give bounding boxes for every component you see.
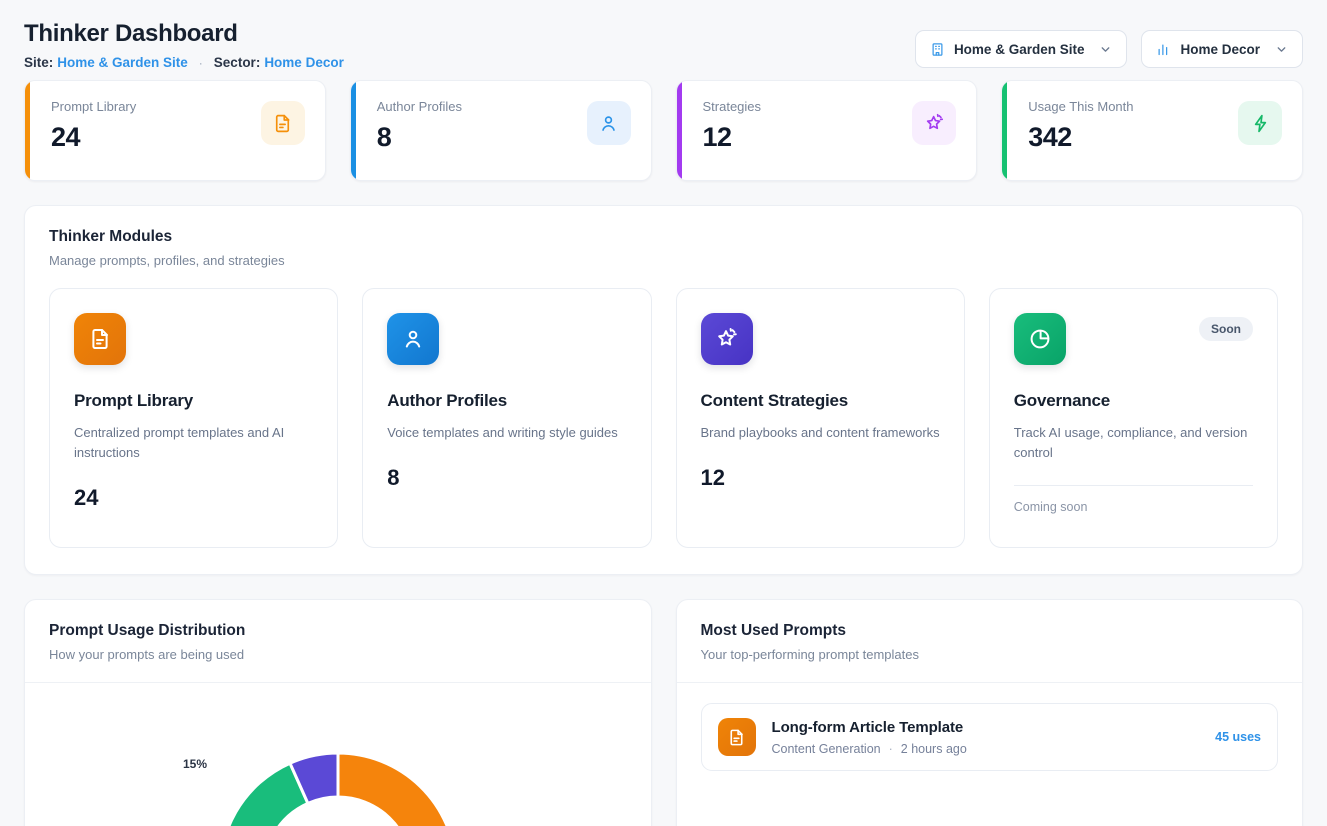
site-selector-label: Home & Garden Site xyxy=(953,41,1085,57)
stat-accent-bar xyxy=(25,81,30,180)
breadcrumb-sector-link[interactable]: Home Decor xyxy=(264,55,344,70)
module-title: Governance xyxy=(1013,391,1111,410)
page-header: Thinker Dashboard Site: Home & Garden Si… xyxy=(24,16,1303,70)
module-title: Author Profiles xyxy=(387,391,508,410)
module-card[interactable]: Prompt Library Centralized prompt templat… xyxy=(49,288,339,548)
prompts-list: Long-form Article Template Content Genera… xyxy=(700,703,1278,771)
stat-label: Strategies xyxy=(702,99,762,114)
module-soon-badge: Soon xyxy=(1199,317,1253,341)
module-description: Track AI usage, compliance, and version … xyxy=(1013,425,1248,461)
module-card[interactable]: Soon Governance Track AI usage, compliance… xyxy=(988,288,1278,548)
sparkle-star-icon xyxy=(912,101,957,145)
prompt-item-uses: 45 uses xyxy=(1215,730,1261,744)
stat-card[interactable]: Strategies 12 xyxy=(675,80,978,181)
prompt-item-main: Long-form Article Template Content Genera… xyxy=(772,719,1200,756)
prompt-meta-separator: · xyxy=(888,741,893,756)
stat-value: 12 xyxy=(702,122,733,152)
stat-text: Author Profiles 8 xyxy=(377,99,462,153)
module-description: Voice templates and writing style guides xyxy=(387,425,618,440)
header-left: Thinker Dashboard Site: Home & Garden Si… xyxy=(24,16,344,70)
module-title: Prompt Library xyxy=(74,391,194,410)
usage-panel-header: Prompt Usage Distribution How your promp… xyxy=(25,600,651,682)
usage-panel-title: Prompt Usage Distribution xyxy=(49,622,246,639)
document-icon xyxy=(717,718,756,756)
stat-card[interactable]: Author Profiles 8 xyxy=(349,80,652,181)
stat-accent-bar xyxy=(676,81,682,180)
stats-row: Prompt Library 24 Author Profiles 8 Strategi… xyxy=(24,80,1303,181)
pie-chart-icon xyxy=(1013,313,1066,365)
module-divider xyxy=(1013,485,1253,487)
chevron-down-icon xyxy=(1099,43,1112,56)
building-icon xyxy=(930,42,945,57)
stat-value: 8 xyxy=(376,122,392,152)
page-title: Thinker Dashboard xyxy=(24,20,238,47)
sector-selector[interactable]: Home Decor xyxy=(1141,30,1303,68)
site-selector[interactable]: Home & Garden Site xyxy=(914,30,1128,68)
sector-selector-label: Home Decor xyxy=(1180,41,1260,57)
stat-text: Usage This Month 342 xyxy=(1028,99,1133,153)
module-footer-text: Coming soon xyxy=(1013,500,1088,515)
module-count: 8 xyxy=(387,465,400,491)
prompts-panel-title: Most Used Prompts xyxy=(700,622,847,639)
module-card[interactable]: Content Strategies Brand playbooks and co… xyxy=(675,288,965,548)
stat-text: Prompt Library 24 xyxy=(51,99,136,153)
header-controls: Home & Garden Site Home Decor xyxy=(914,16,1303,68)
user-icon xyxy=(387,313,440,365)
most-used-prompts-panel: Most Used Prompts Your top-performing pr… xyxy=(675,599,1303,826)
stat-label: Author Profiles xyxy=(376,99,463,114)
thinker-modules-panel: Thinker Modules Manage prompts, profiles… xyxy=(24,205,1303,575)
stat-accent-bar xyxy=(1002,81,1008,180)
modules-panel-subtitle: Manage prompts, profiles, and strategies xyxy=(49,253,285,268)
prompt-item-category: Content Generation xyxy=(771,741,881,756)
module-count: 12 xyxy=(700,465,725,491)
module-description: Centralized prompt templates and AI inst… xyxy=(74,425,285,461)
prompts-panel-body: Long-form Article Template Content Genera… xyxy=(676,682,1302,791)
bottom-row: Prompt Usage Distribution How your promp… xyxy=(24,599,1303,826)
lightning-icon xyxy=(1238,101,1282,145)
breadcrumb-separator: · xyxy=(198,55,203,70)
prompt-usage-distribution-panel: Prompt Usage Distribution How your promp… xyxy=(24,599,652,826)
usage-donut-chart: 15% xyxy=(49,711,627,826)
donut-svg xyxy=(227,751,449,826)
modules-grid: Prompt Library Centralized prompt templat… xyxy=(25,288,1302,574)
document-icon xyxy=(74,313,126,365)
breadcrumb-site-link[interactable]: Home & Garden Site xyxy=(57,55,188,70)
stat-accent-bar xyxy=(350,81,356,180)
stat-label: Prompt Library xyxy=(51,99,137,114)
user-icon xyxy=(586,101,631,145)
stat-text: Strategies 12 xyxy=(703,99,762,153)
prompt-list-item[interactable]: Long-form Article Template Content Genera… xyxy=(700,703,1278,771)
chevron-down-icon xyxy=(1275,43,1288,56)
module-title: Content Strategies xyxy=(700,391,849,410)
prompt-item-name: Long-form Article Template xyxy=(771,718,964,736)
breadcrumb-site-label: Site: xyxy=(24,55,54,70)
prompts-panel-header: Most Used Prompts Your top-performing pr… xyxy=(677,600,1303,682)
breadcrumb-sector-label: Sector: xyxy=(213,55,261,70)
stat-card[interactable]: Prompt Library 24 xyxy=(24,80,326,181)
donut-slice-label: 15% xyxy=(183,757,208,771)
module-count: 24 xyxy=(74,485,99,511)
bar-chart-icon xyxy=(1156,42,1171,57)
modules-panel-header: Thinker Modules Manage prompts, profiles… xyxy=(25,206,1302,288)
module-card[interactable]: Author Profiles Voice templates and writi… xyxy=(362,288,652,548)
stat-card[interactable]: Usage This Month 342 xyxy=(1001,80,1303,181)
usage-panel-subtitle: How your prompts are being used xyxy=(49,647,245,662)
document-icon xyxy=(260,101,305,145)
usage-panel-body: 15% xyxy=(25,682,651,826)
sparkle-star-icon xyxy=(700,313,753,365)
stat-label: Usage This Month xyxy=(1028,99,1134,114)
module-description: Brand playbooks and content frameworks xyxy=(700,425,940,440)
stat-value: 342 xyxy=(1028,122,1072,152)
stat-value: 24 xyxy=(51,122,81,152)
prompt-item-meta: Content Generation · 2 hours ago xyxy=(772,742,1200,756)
prompts-panel-subtitle: Your top-performing prompt templates xyxy=(700,647,919,662)
modules-panel-title: Thinker Modules xyxy=(49,228,173,245)
prompt-item-time: 2 hours ago xyxy=(900,741,967,756)
breadcrumb: Site: Home & Garden Site · Sector: Home … xyxy=(24,55,344,70)
